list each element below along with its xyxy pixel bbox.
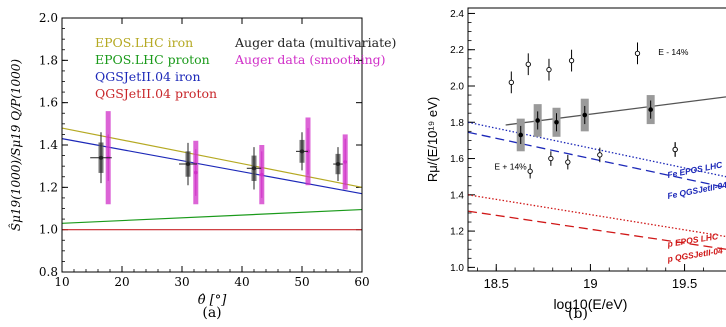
model-line-p-epos-lhc <box>467 194 726 238</box>
legend-entry: QGSJetII.04 proton <box>95 86 217 101</box>
data-point-open-low <box>565 159 571 165</box>
y-tick-label: 2.0 <box>450 81 464 92</box>
x-tick-label: 20 <box>114 275 129 289</box>
data-point-open <box>634 50 641 56</box>
x-tick-label: 19.5 <box>672 276 697 291</box>
y-tick-label: 1.4 <box>450 190 464 201</box>
y-tick-label: 1.0 <box>39 223 58 237</box>
line-label: Fe EPOS LHC <box>666 159 723 180</box>
data-point-filled <box>582 112 588 118</box>
multivariate-point <box>300 149 304 154</box>
data-point-open <box>568 57 575 64</box>
x-axis-label: θ̂ [°] <box>198 293 228 308</box>
x-tick-label: 18.5 <box>484 276 509 291</box>
y-tick-label: 1.2 <box>450 227 464 238</box>
legend-entry: EPOS.LHC iron <box>95 35 193 50</box>
data-point-filled <box>535 118 540 123</box>
plot-frame <box>61 17 363 273</box>
y-tick-label: 1.2 <box>39 180 58 194</box>
multivariate-point <box>186 162 190 167</box>
smoothing-point <box>343 160 348 164</box>
data-point-open-low <box>527 168 533 174</box>
x-tick-label: 10 <box>54 275 69 289</box>
y-tick-label: 2.2 <box>450 45 464 56</box>
y-tick-label: 1.8 <box>450 118 464 129</box>
data-point-open-low <box>597 152 603 158</box>
x-tick-label: 40 <box>234 275 249 289</box>
line-label: p QGSJetII-04 <box>666 245 724 264</box>
x-tick-label: 60 <box>354 275 369 289</box>
y-tick-label: 2.4 <box>450 9 464 20</box>
legend-entry: EPOS.LHC proton <box>95 52 210 67</box>
y-tick-label: 1.4 <box>39 138 58 152</box>
multivariate-point <box>336 162 340 167</box>
legend-entry: Auger data (smoothing) <box>234 52 386 67</box>
y-tick-label: 0.8 <box>39 265 58 279</box>
data-point-filled <box>518 132 524 138</box>
data-point-filled <box>648 107 653 112</box>
model-line-epos-lhc-iron <box>61 127 363 188</box>
model-line-epos-lhc-proton <box>61 208 363 224</box>
line-label: Fe QGSJetII-04 <box>666 180 726 201</box>
data-point-open-low <box>672 146 678 153</box>
x-tick-label: 19 <box>583 276 597 291</box>
data-point-open <box>508 79 514 86</box>
panel-label: (a) <box>202 305 221 321</box>
model-line-fe-qgsjetii-04 <box>467 131 726 189</box>
annotation: E + 14% <box>494 161 527 171</box>
smoothing-point <box>260 172 264 177</box>
multivariate-point <box>252 166 256 171</box>
legend-entry: Auger data (multivariate) <box>234 35 396 50</box>
model-line-p-qgsjetii-04 <box>467 210 726 250</box>
y-tick-label: 1.8 <box>39 53 58 67</box>
y-axis-label: Ŝμ19(1000)/Sμ19 Q/P(1000) <box>7 59 23 232</box>
y-tick-label: 2.0 <box>39 11 58 25</box>
y-tick-label: 1.6 <box>39 96 58 110</box>
x-tick-label: 50 <box>294 275 309 289</box>
plot-frame <box>467 7 726 272</box>
data-point-filled <box>554 119 559 125</box>
smoothing-point <box>194 170 198 175</box>
x-axis-label: log10(E/eV) <box>553 296 627 312</box>
y-tick-label: 1.6 <box>450 154 464 165</box>
y-tick-label: 1.0 <box>450 263 464 274</box>
panel-b: 18.5 19 19.5 1.0 1.2 1.4 1.6 1.8 2.0 2.2 2.4 Fe EPO… <box>425 7 726 322</box>
model-line-fit <box>505 96 726 126</box>
data-point-open-low <box>548 155 554 162</box>
x-tick-label: 30 <box>174 275 189 289</box>
panel-label: (b) <box>568 306 588 322</box>
panel-a: 10 20 30 40 50 60 0.8 1.0 1.2 1.4 1.6 1.8 2.0 EPOS.LH… <box>7 11 396 321</box>
y-axis-label: Rμ/(E/10¹⁹ eV) <box>425 97 440 182</box>
data-point-open <box>546 67 552 73</box>
multivariate-point <box>99 155 103 160</box>
data-point-open <box>525 61 531 67</box>
legend-entry: QGSJetII.04 iron <box>95 69 201 84</box>
model-line-qgsjetii-04-iron <box>61 138 363 195</box>
annotation: E - 14% <box>658 47 689 57</box>
